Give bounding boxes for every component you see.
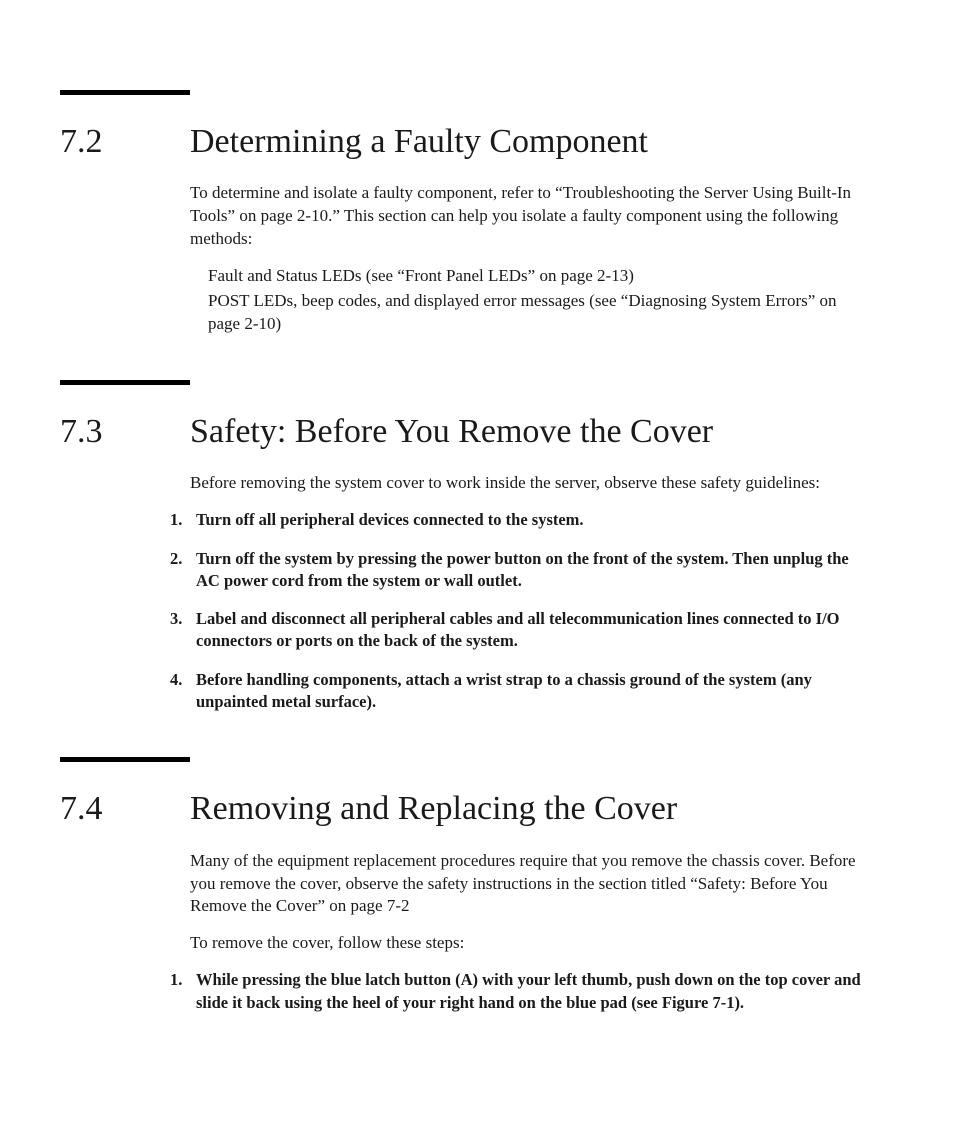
section-intro: Before removing the system cover to work… bbox=[190, 472, 864, 495]
safety-steps-list: Turn off all peripheral devices connecte… bbox=[170, 509, 864, 713]
method-item: Fault and Status LEDs (see “Front Panel … bbox=[208, 265, 864, 288]
section-heading: 7.3 Safety: Before You Remove the Cover bbox=[60, 413, 864, 450]
section-rule bbox=[60, 757, 190, 762]
section-intro: To remove the cover, follow these steps: bbox=[190, 932, 864, 955]
section-number: 7.3 bbox=[60, 413, 190, 450]
section-heading: 7.4 Removing and Replacing the Cover bbox=[60, 790, 864, 827]
safety-step: Label and disconnect all peripheral cabl… bbox=[196, 608, 864, 653]
section-intro: To determine and isolate a faulty compon… bbox=[190, 182, 864, 251]
safety-step: Turn off all peripheral devices connecte… bbox=[196, 509, 864, 531]
cover-steps-list: While pressing the blue latch button (A)… bbox=[170, 969, 864, 1014]
section-body: Many of the equipment replacement proced… bbox=[190, 850, 864, 956]
section-title: Removing and Replacing the Cover bbox=[190, 790, 677, 827]
section-heading: 7.2 Determining a Faulty Component bbox=[60, 123, 864, 160]
section-rule bbox=[60, 380, 190, 385]
section-body: Before removing the system cover to work… bbox=[190, 472, 864, 495]
cover-step: While pressing the blue latch button (A)… bbox=[196, 969, 864, 1014]
section-body: To determine and isolate a faulty compon… bbox=[190, 182, 864, 336]
method-item: POST LEDs, beep codes, and displayed err… bbox=[208, 290, 864, 336]
method-list: Fault and Status LEDs (see “Front Panel … bbox=[208, 265, 864, 336]
document-page: 7.2 Determining a Faulty Component To de… bbox=[0, 0, 954, 1145]
section-title: Safety: Before You Remove the Cover bbox=[190, 413, 713, 450]
section-number: 7.2 bbox=[60, 123, 190, 160]
section-7-2: 7.2 Determining a Faulty Component To de… bbox=[60, 90, 864, 336]
safety-step: Before handling components, attach a wri… bbox=[196, 669, 864, 714]
section-intro: Many of the equipment replacement proced… bbox=[190, 850, 864, 919]
section-rule bbox=[60, 90, 190, 95]
section-number: 7.4 bbox=[60, 790, 190, 827]
section-7-4: 7.4 Removing and Replacing the Cover Man… bbox=[60, 757, 864, 1014]
section-title: Determining a Faulty Component bbox=[190, 123, 648, 160]
section-7-3: 7.3 Safety: Before You Remove the Cover … bbox=[60, 380, 864, 713]
safety-step: Turn off the system by pressing the powe… bbox=[196, 548, 864, 593]
